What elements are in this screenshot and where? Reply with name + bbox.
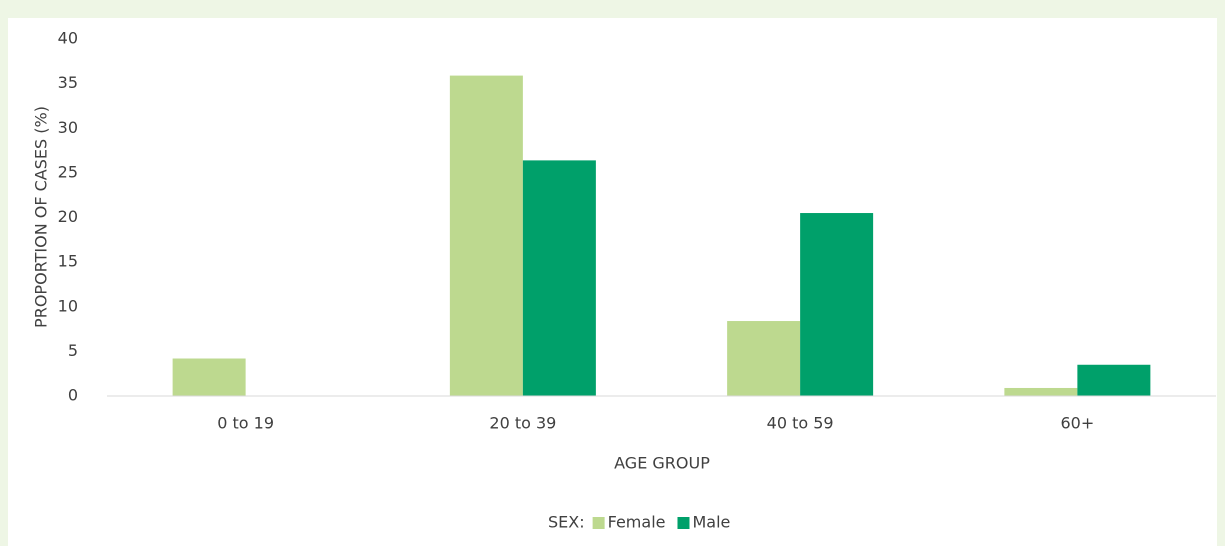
bar (172, 358, 246, 396)
y-tick-label: 30 (58, 118, 78, 137)
bar (727, 321, 801, 396)
y-tick-label: 20 (58, 207, 78, 226)
y-tick-label: 5 (68, 341, 78, 360)
legend-label: Male (692, 513, 730, 532)
legend-swatch (677, 517, 690, 529)
bar (1077, 364, 1151, 396)
y-tick-label: 35 (58, 73, 78, 92)
y-tick-label: 0 (68, 386, 78, 405)
legend-swatch (592, 517, 605, 529)
legend-title: SEX: (548, 513, 585, 532)
x-axis-label: AGE GROUP (614, 454, 710, 473)
legend-label: Female (608, 513, 666, 532)
bar (1004, 387, 1078, 396)
x-tick-label: 0 to 19 (217, 414, 274, 433)
chart-panel (8, 18, 1217, 546)
y-tick-label: 10 (58, 296, 78, 315)
y-tick-label: 15 (58, 252, 78, 271)
y-axis-label: PROPORTION OF CASES (%) (32, 106, 51, 328)
bar (800, 213, 874, 396)
y-tick-label: 40 (58, 29, 78, 48)
y-tick-label: 25 (58, 162, 78, 181)
bar (449, 75, 523, 396)
x-tick-label: 20 to 39 (489, 414, 556, 433)
x-tick-label: 40 to 59 (767, 414, 834, 433)
bar (522, 160, 596, 396)
x-tick-label: 60+ (1060, 414, 1094, 433)
